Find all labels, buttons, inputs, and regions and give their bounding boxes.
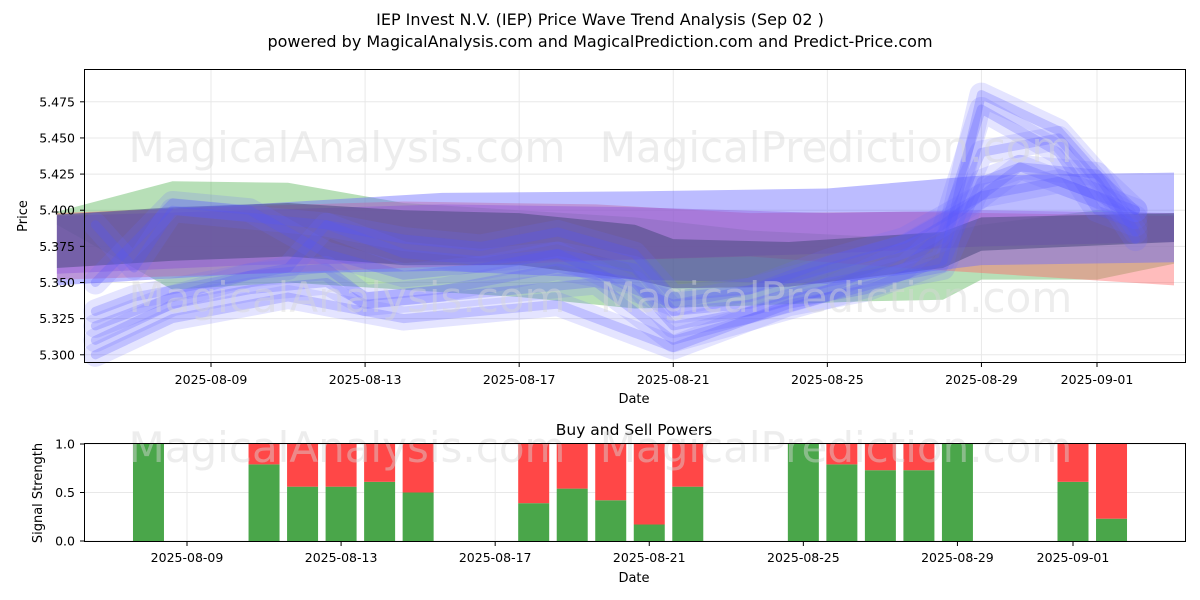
price-x-tick-label: 2025-08-09 bbox=[175, 372, 248, 387]
sell-bar bbox=[402, 444, 434, 493]
watermark-prediction-bottom: MagicalPrediction.com bbox=[600, 423, 1073, 472]
sell-bar bbox=[287, 444, 319, 487]
price-x-axis-label: Date bbox=[618, 392, 649, 407]
price-x-tick-label: 2025-08-29 bbox=[945, 372, 1018, 387]
price-y-tick-label: 5.300 bbox=[39, 347, 75, 362]
buy-bar bbox=[248, 464, 280, 541]
buy-bar bbox=[1057, 481, 1089, 541]
buy-bar bbox=[518, 503, 550, 541]
watermark-prediction-mid: MagicalPrediction.com bbox=[600, 273, 1073, 322]
price-wave-line bbox=[90, 133, 1140, 331]
signal-y-tick-label: 0.5 bbox=[55, 485, 75, 500]
price-x-tick-label: 2025-08-13 bbox=[329, 372, 402, 387]
buy-bar bbox=[287, 486, 319, 541]
price-band-dark bbox=[56, 203, 1174, 289]
signal-y-tick-label: 1.0 bbox=[55, 437, 75, 452]
price-x-tick-label: 2025-08-25 bbox=[791, 372, 864, 387]
price-wave-halo bbox=[83, 154, 1148, 317]
watermark-analysis-bottom: MagicalAnalysis.com bbox=[129, 423, 566, 472]
buy-bar bbox=[595, 500, 627, 541]
signal-y-axis-label: Signal Strength bbox=[31, 443, 46, 543]
price-wave-line bbox=[90, 90, 1140, 360]
sell-bar bbox=[1057, 444, 1089, 482]
buy-bar bbox=[903, 470, 935, 541]
price-y-tick-label: 5.325 bbox=[39, 311, 75, 326]
buy-bar bbox=[364, 481, 396, 541]
buy-bar bbox=[1096, 518, 1128, 541]
sell-bar bbox=[864, 444, 896, 471]
chart-title: IEP Invest N.V. (IEP) Price Wave Trend A… bbox=[376, 10, 824, 29]
signal-x-tick-label: 2025-08-25 bbox=[767, 550, 840, 565]
price-wave-line bbox=[90, 162, 1140, 345]
price-plot-area bbox=[56, 82, 1174, 367]
buy-bar bbox=[672, 486, 704, 541]
sell-bar bbox=[325, 444, 357, 487]
price-y-ticks: 5.300 5.325 5.350 5.375 5.400 5.425 5.450 5.475 bbox=[39, 94, 85, 362]
signal-x-tick-label: 2025-08-21 bbox=[613, 550, 686, 565]
price-wave-halo bbox=[83, 82, 1148, 367]
buy-bar bbox=[787, 444, 819, 541]
price-wave-line bbox=[90, 176, 1140, 302]
sell-bar bbox=[672, 444, 704, 487]
price-wave-halo bbox=[83, 169, 1148, 309]
signal-plot-area bbox=[132, 444, 1128, 541]
buy-bar bbox=[132, 444, 164, 541]
signal-y-tick-label: 0.0 bbox=[55, 534, 75, 549]
signal-x-tick-label: 2025-09-01 bbox=[1037, 550, 1110, 565]
sell-bar bbox=[595, 444, 627, 501]
buy-bar bbox=[325, 486, 357, 541]
price-y-tick-label: 5.475 bbox=[39, 94, 75, 109]
sell-bar bbox=[903, 444, 935, 471]
price-x-tick-label: 2025-08-21 bbox=[637, 372, 710, 387]
chart-subtitle: powered by MagicalAnalysis.com and Magic… bbox=[267, 32, 932, 51]
buy-bar bbox=[633, 524, 665, 541]
signal-x-axis-label: Date bbox=[618, 571, 649, 586]
signal-y-ticks: 0.0 0.5 1.0 bbox=[55, 437, 85, 549]
buy-bar bbox=[556, 488, 588, 541]
price-wave-line bbox=[90, 162, 1140, 309]
price-x-ticks: 2025-08-09 2025-08-13 2025-08-17 2025-08-21… bbox=[175, 362, 1134, 387]
signal-chart-title: Buy and Sell Powers bbox=[556, 421, 713, 439]
signal-x-tick-label: 2025-08-29 bbox=[921, 550, 994, 565]
price-y-tick-label: 5.375 bbox=[39, 239, 75, 254]
signal-x-tick-label: 2025-08-13 bbox=[305, 550, 378, 565]
price-y-tick-label: 5.400 bbox=[39, 203, 75, 218]
buy-bar bbox=[941, 444, 973, 541]
signal-watermarks: MagicalAnalysis.com MagicalPrediction.co… bbox=[129, 423, 1073, 472]
price-y-tick-label: 5.350 bbox=[39, 275, 75, 290]
sell-bar bbox=[248, 444, 280, 465]
price-y-tick-label: 5.450 bbox=[39, 130, 75, 145]
buy-bar bbox=[826, 464, 858, 541]
sell-bar bbox=[518, 444, 550, 504]
price-plot-frame bbox=[84, 69, 1186, 363]
price-watermarks: MagicalAnalysis.com MagicalPrediction.co… bbox=[129, 123, 1073, 322]
watermark-analysis-top: MagicalAnalysis.com bbox=[129, 123, 566, 172]
sell-bar bbox=[1096, 444, 1128, 519]
price-wave-line bbox=[90, 104, 1140, 316]
sell-bar bbox=[364, 444, 396, 482]
buy-bar bbox=[864, 470, 896, 541]
price-y-tick-label: 5.425 bbox=[39, 167, 75, 182]
signal-x-tick-label: 2025-08-17 bbox=[459, 550, 532, 565]
signal-x-tick-label: 2025-08-09 bbox=[151, 550, 224, 565]
price-x-tick-label: 2025-09-01 bbox=[1061, 372, 1134, 387]
watermark-analysis-mid: MagicalAnalysis.com bbox=[129, 273, 566, 322]
buy-bar bbox=[402, 492, 434, 541]
sell-bar bbox=[556, 444, 588, 489]
sell-bar bbox=[633, 444, 665, 525]
watermark-prediction-top: MagicalPrediction.com bbox=[600, 123, 1073, 172]
signal-x-ticks: 2025-08-09 2025-08-13 2025-08-17 2025-08-21… bbox=[151, 541, 1110, 565]
sell-bar bbox=[826, 444, 858, 465]
price-y-axis-label: Price bbox=[16, 200, 31, 232]
price-wave-halo bbox=[83, 125, 1148, 338]
price-wave-halo bbox=[83, 97, 1148, 324]
price-wave-halo bbox=[83, 154, 1148, 353]
price-x-tick-label: 2025-08-17 bbox=[483, 372, 556, 387]
